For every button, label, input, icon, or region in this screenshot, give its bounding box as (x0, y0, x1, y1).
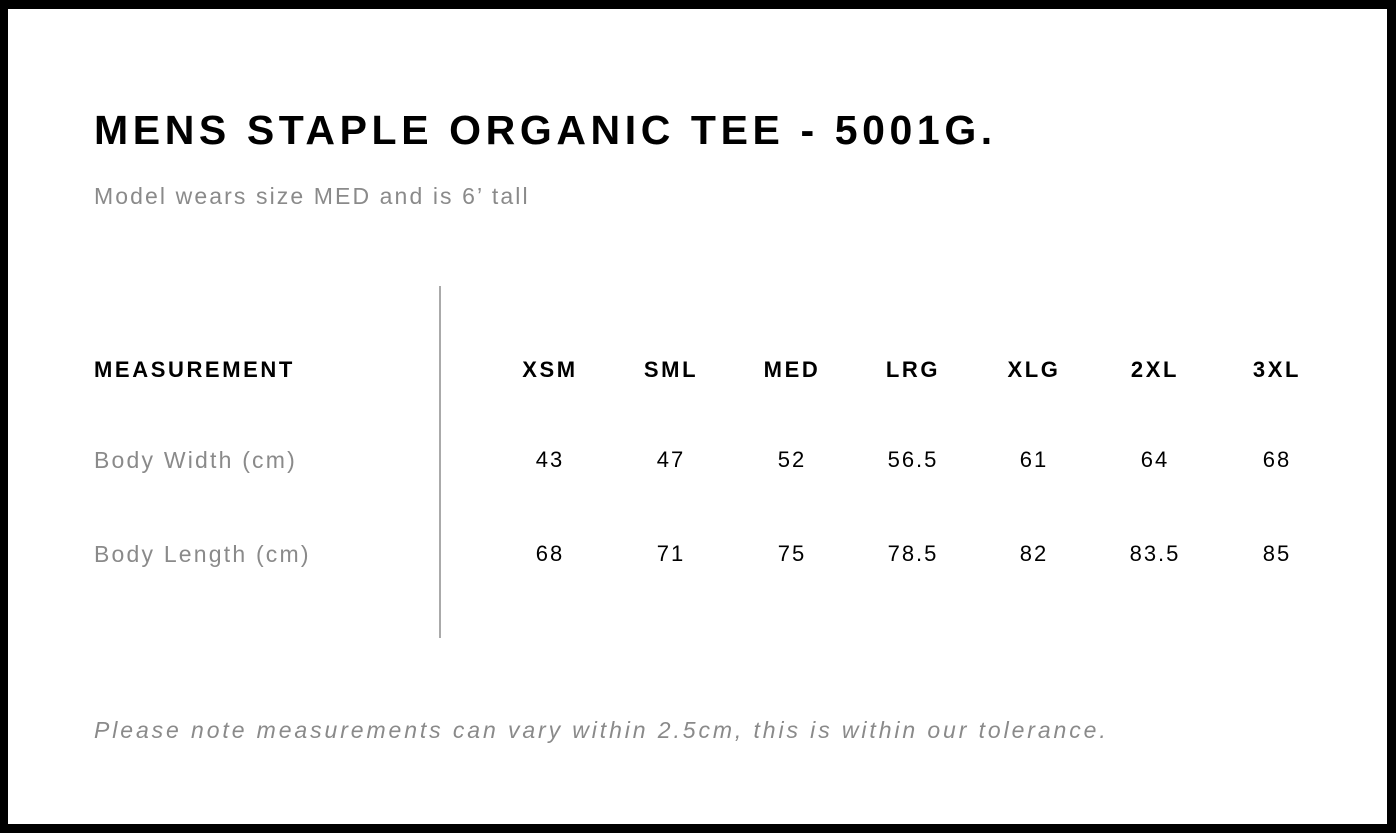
table-cell: 78.5 (887, 541, 939, 566)
table-cell: 61 (1019, 447, 1049, 472)
size-header-sml: SML (643, 357, 699, 382)
size-header-lrg: LRG (885, 357, 941, 382)
table-cell: 64 (1140, 447, 1170, 472)
size-header-2xl: 2XL (1130, 357, 1180, 382)
table-cell: 52 (777, 447, 807, 472)
measurement-header: MEASUREMENT (94, 357, 295, 382)
table-cell: 43 (535, 447, 565, 472)
page-title: MENS STAPLE ORGANIC TEE - 5001G. (94, 107, 997, 153)
row-label: Body Length (cm) (94, 541, 311, 567)
table-cell: 47 (656, 447, 686, 472)
size-header-3xl: 3XL (1252, 357, 1302, 382)
size-chart-card: MENS STAPLE ORGANIC TEE - 5001G. Model w… (8, 9, 1387, 824)
table-cell: 56.5 (887, 447, 939, 472)
column-divider (439, 286, 441, 638)
model-info: Model wears size MED and is 6’ tall (94, 183, 530, 209)
size-header-xlg: XLG (1007, 357, 1061, 382)
row-label: Body Width (cm) (94, 447, 297, 473)
tolerance-note: Please note measurements can vary within… (94, 717, 1109, 743)
table-cell: 68 (1262, 447, 1292, 472)
table-cell: 82 (1019, 541, 1049, 566)
table-cell: 85 (1262, 541, 1292, 566)
size-header-med: MED (763, 357, 821, 382)
table-cell: 68 (535, 541, 565, 566)
table-cell: 75 (777, 541, 807, 566)
table-cell: 83.5 (1129, 541, 1181, 566)
table-cell: 71 (656, 541, 686, 566)
size-header-xsm: XSM (522, 357, 578, 382)
